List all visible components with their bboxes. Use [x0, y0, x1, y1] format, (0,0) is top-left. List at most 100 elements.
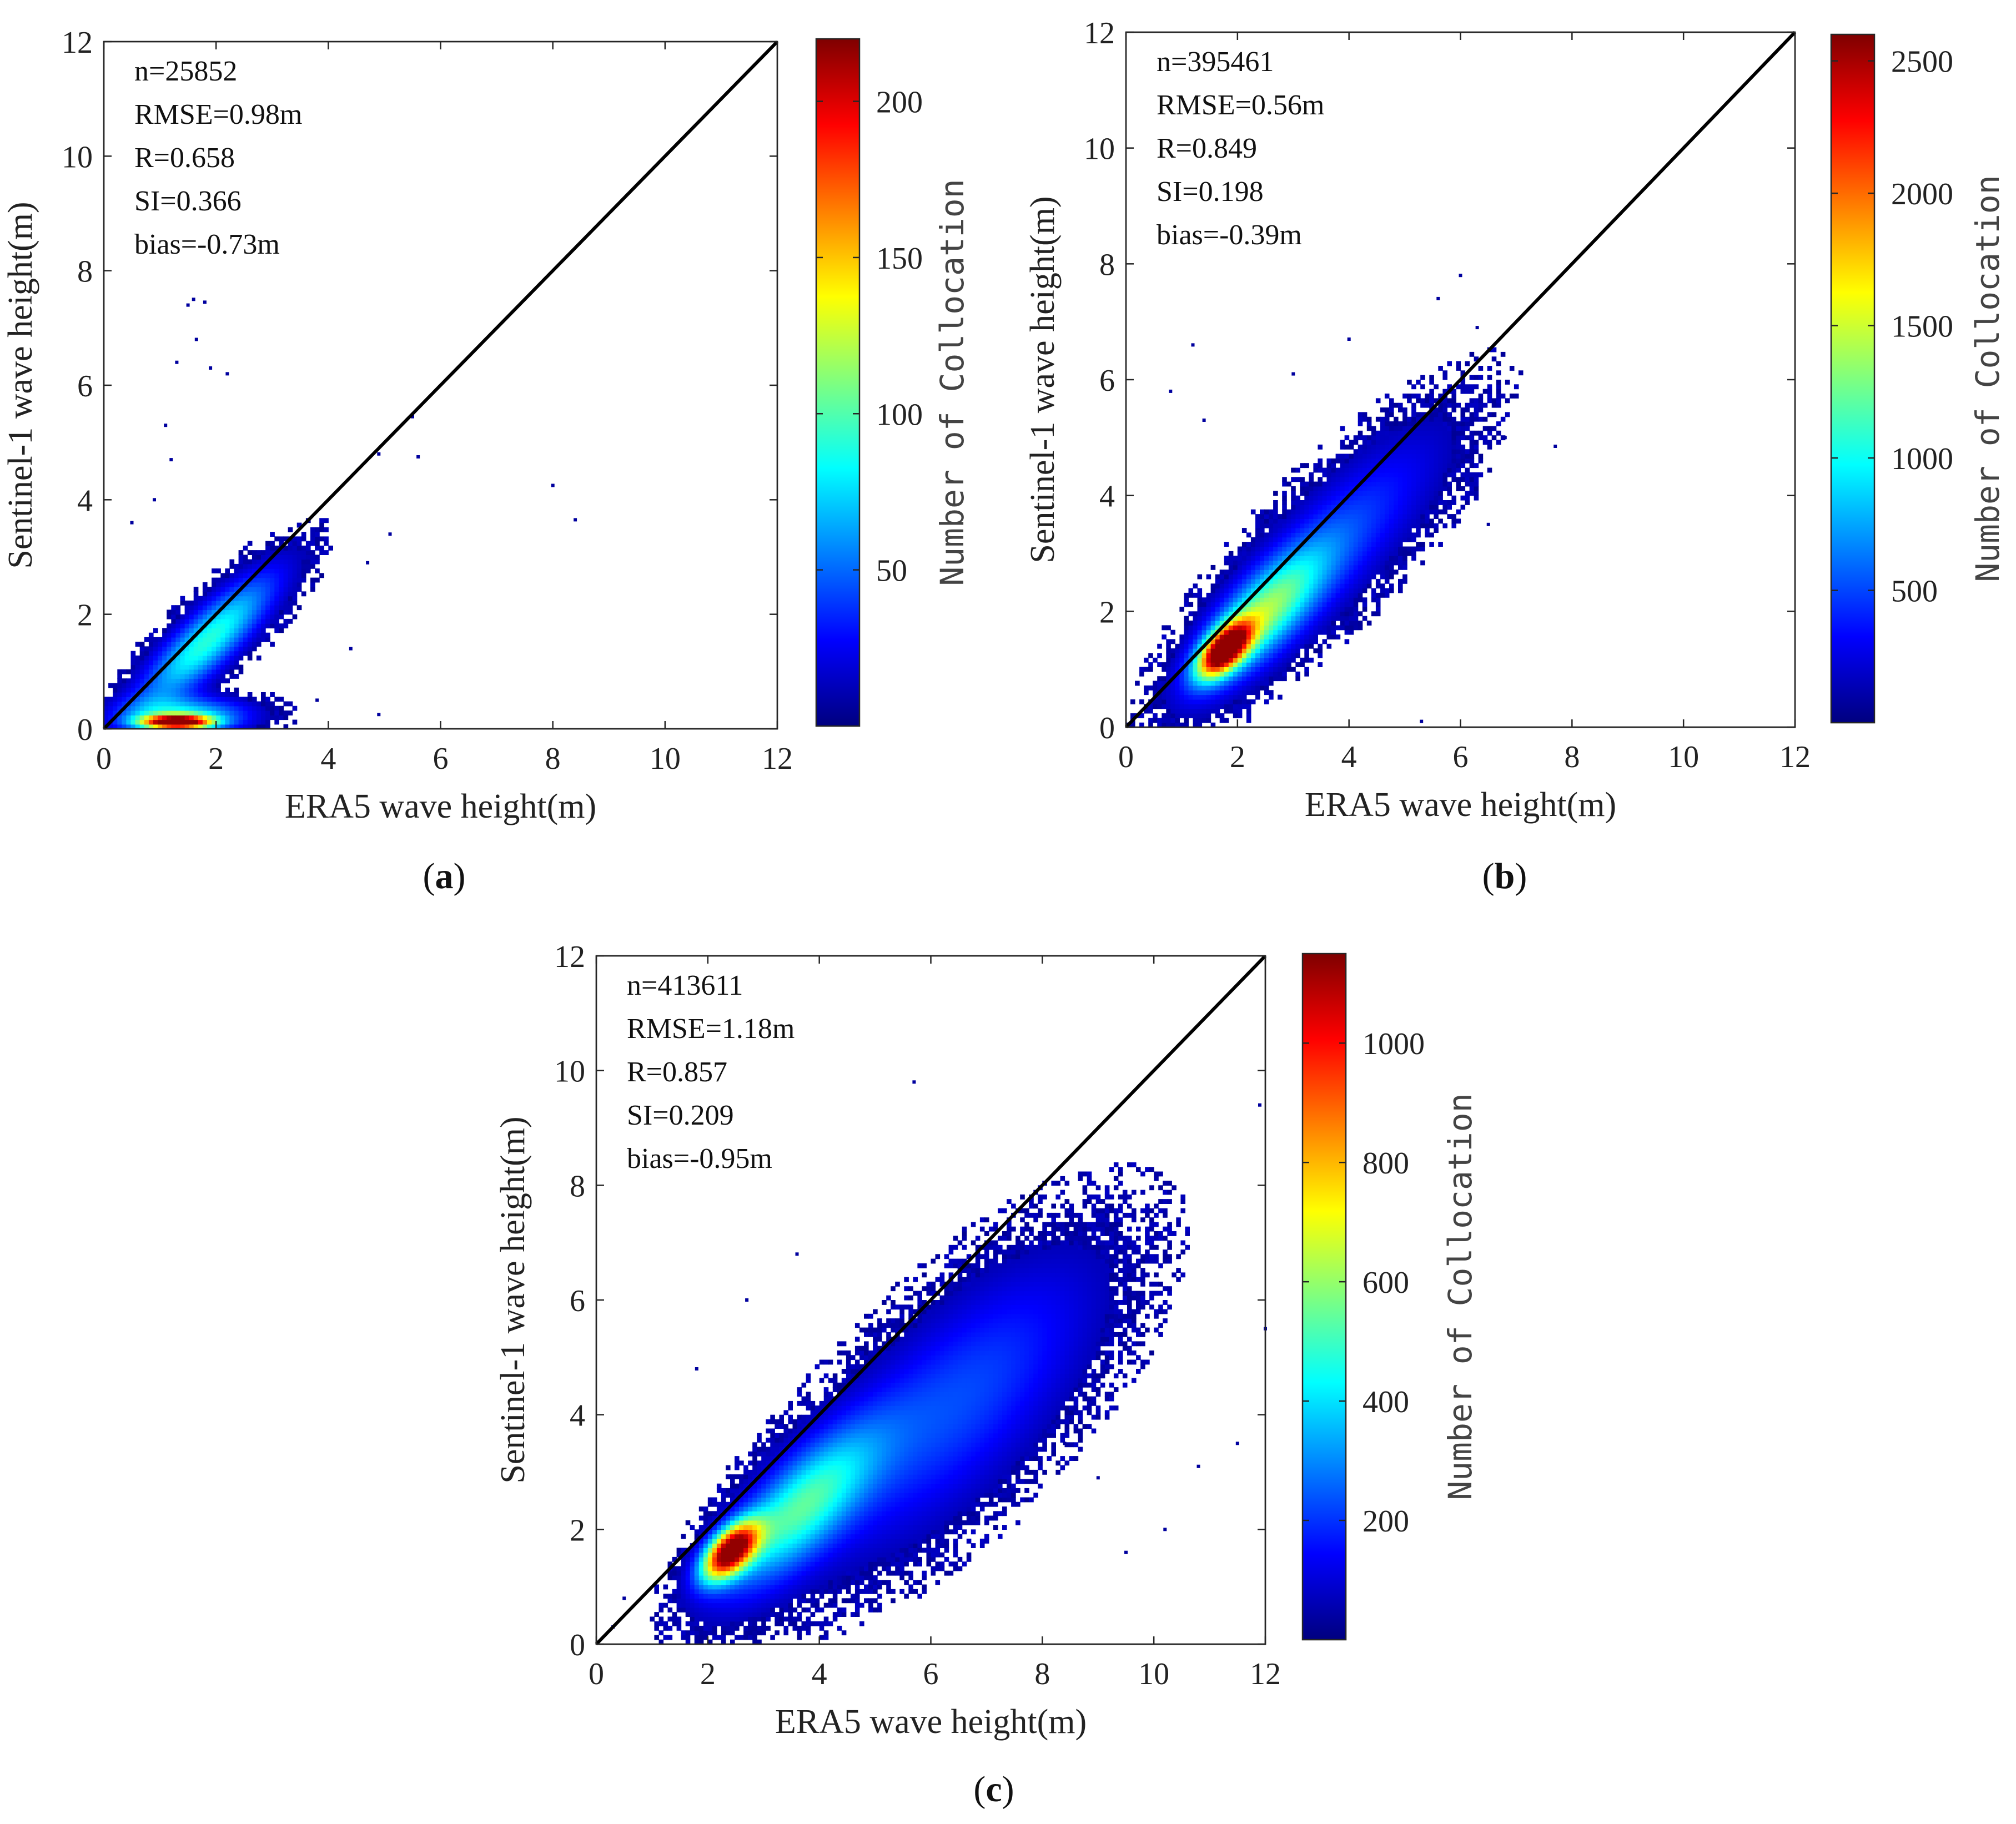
- density-cell: [761, 1520, 766, 1525]
- outlier-point: [1169, 389, 1173, 393]
- density-cell: [1282, 602, 1287, 607]
- density-cell: [274, 706, 279, 711]
- density-cell: [1282, 578, 1287, 584]
- density-cell: [752, 1543, 757, 1548]
- density-cell: [716, 1616, 722, 1622]
- density-cell: [1496, 389, 1501, 394]
- density-cell: [690, 1580, 695, 1585]
- density-cell: [229, 618, 235, 624]
- density-cell: [1188, 611, 1194, 617]
- density-cell: [175, 605, 181, 611]
- density-cell: [1241, 578, 1247, 584]
- density-cell: [1273, 597, 1278, 603]
- density-cell: [261, 618, 266, 624]
- density-cell: [1375, 546, 1381, 552]
- density-cell: [770, 1479, 775, 1484]
- density-cell: [703, 1598, 708, 1604]
- density-cell: [283, 545, 289, 551]
- density-cell: [788, 1400, 793, 1406]
- density-cell: [189, 715, 194, 720]
- density-cell: [810, 1497, 816, 1503]
- density-cell: [770, 1414, 775, 1420]
- density-cell: [1326, 500, 1332, 505]
- density-cell: [148, 692, 154, 697]
- density-cell: [288, 527, 293, 532]
- density-cell: [212, 715, 217, 720]
- density-cell: [1210, 699, 1216, 704]
- density-cell: [721, 1566, 726, 1571]
- density-cell: [310, 563, 315, 569]
- density-cell: [184, 692, 190, 697]
- density-cell: [1340, 518, 1345, 524]
- density-cell: [1438, 542, 1443, 547]
- density-cell: [1224, 625, 1229, 631]
- density-cell: [1269, 616, 1274, 621]
- density-cell: [1474, 495, 1479, 501]
- density-cell: [1300, 528, 1305, 533]
- density-cell: [1170, 708, 1175, 714]
- density-cell: [1237, 588, 1243, 593]
- density-cell: [1326, 551, 1332, 556]
- density-cell: [1241, 639, 1247, 644]
- density-cell: [779, 1570, 784, 1576]
- density-cell: [1326, 491, 1332, 496]
- density-cell: [270, 614, 275, 619]
- density-cell: [788, 1483, 793, 1489]
- density-cell: [1291, 648, 1296, 653]
- density-cell: [1219, 607, 1225, 612]
- density-cell: [1260, 657, 1265, 663]
- density-cell: [721, 1639, 726, 1645]
- outlier-point: [315, 698, 319, 702]
- density-cell: [1278, 578, 1283, 584]
- density-cell: [1384, 412, 1390, 417]
- density-cell: [243, 573, 248, 578]
- density-cell: [270, 701, 275, 707]
- density-cell: [770, 1556, 775, 1562]
- density-cell: [1451, 394, 1456, 399]
- density-cell: [716, 1575, 722, 1580]
- density-cell: [1233, 708, 1238, 714]
- density-cell: [703, 1552, 708, 1558]
- density-cell: [1474, 356, 1479, 362]
- density-cell: [1353, 505, 1359, 510]
- density-cell: [1260, 685, 1265, 691]
- density-cell: [296, 522, 302, 528]
- density-cell: [801, 1607, 807, 1613]
- density-cell: [265, 697, 270, 702]
- density-cell: [1260, 616, 1265, 621]
- density-cell: [770, 1548, 775, 1553]
- density-cell: [1286, 560, 1291, 566]
- density-cell: [1250, 574, 1256, 580]
- density-cell: [1460, 426, 1466, 431]
- density-cell: [703, 1589, 708, 1594]
- density-cell: [261, 623, 266, 629]
- colorbar-tick-label: 150: [876, 241, 923, 276]
- density-cell: [783, 1603, 788, 1608]
- density-cell: [1233, 685, 1238, 691]
- density-cell: [1166, 625, 1171, 631]
- density-cell: [694, 1612, 700, 1617]
- density-cell: [797, 1488, 802, 1493]
- density-cell: [1394, 416, 1399, 422]
- density-cell: [1260, 648, 1265, 653]
- density-cell: [1233, 671, 1238, 677]
- density-cell: [216, 724, 221, 729]
- density-cell: [1273, 514, 1278, 519]
- density-cell: [1384, 556, 1390, 561]
- density-cell: [1416, 440, 1421, 445]
- density-cell: [1389, 435, 1394, 441]
- density-cell: [681, 1594, 686, 1599]
- density-cell: [1237, 648, 1243, 653]
- density-cell: [783, 1525, 788, 1530]
- density-cell: [810, 1543, 816, 1548]
- density-cell: [1264, 667, 1269, 672]
- density-cell: [1518, 370, 1524, 376]
- outlier-point: [1459, 274, 1462, 278]
- density-cell: [779, 1561, 784, 1567]
- density-cell: [1210, 671, 1216, 677]
- density-cell: [1264, 592, 1269, 598]
- density-cell: [1398, 532, 1403, 538]
- density-cell: [779, 1552, 784, 1558]
- density-cell: [1358, 546, 1363, 552]
- density-cell: [1474, 430, 1479, 436]
